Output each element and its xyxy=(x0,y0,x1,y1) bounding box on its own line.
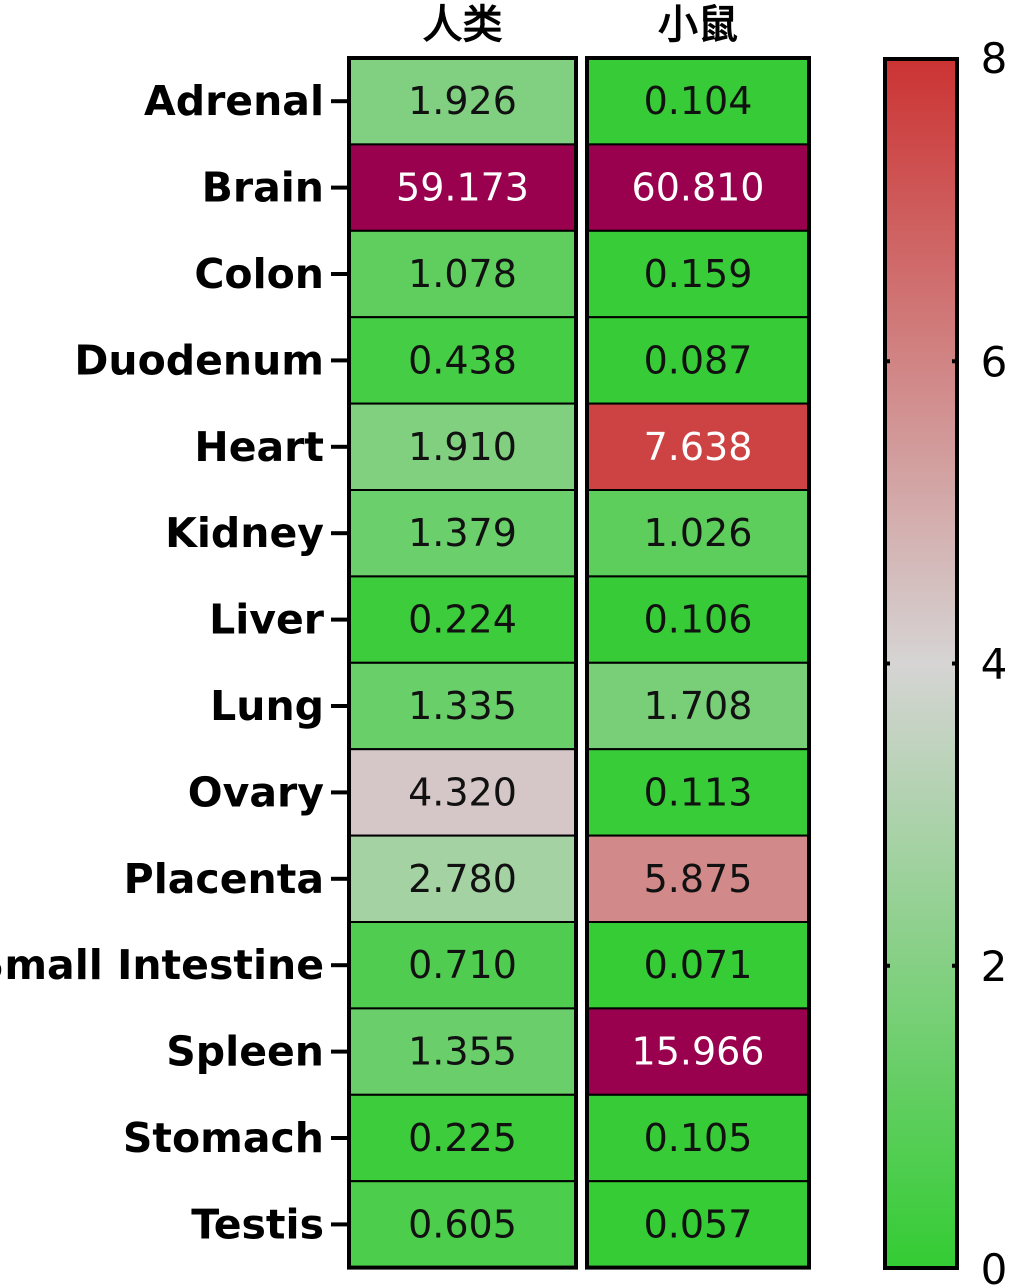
row-label: Kidney xyxy=(165,509,324,557)
row-label: Duodenum xyxy=(74,336,324,384)
cell-value: 0.438 xyxy=(408,338,517,382)
cell-value: 7.638 xyxy=(644,425,753,469)
cell-value: 0.159 xyxy=(644,252,753,296)
row-label: Colon xyxy=(194,250,324,298)
row-label: Liver xyxy=(209,596,325,644)
scale-tick-label: 2 xyxy=(981,942,1008,991)
heatmap-cell xyxy=(348,402,577,492)
heatmap-cell xyxy=(348,1180,577,1269)
cell-value: 1.910 xyxy=(408,425,517,469)
cell-value: 0.105 xyxy=(644,1116,753,1160)
cell-value: 0.071 xyxy=(644,943,753,987)
color-scale-bar: 0 2 4 6 8 xyxy=(883,34,1008,1288)
column-frame xyxy=(585,56,811,1270)
cell-value: 2.780 xyxy=(408,857,517,901)
cell-value: 1.026 xyxy=(644,511,753,555)
row-label: Ovary xyxy=(188,768,324,816)
cell-value: 59.173 xyxy=(396,166,529,210)
heatmap-cell xyxy=(348,661,577,751)
heatmap-cell xyxy=(348,489,577,578)
scale-tick-label: 4 xyxy=(981,640,1008,689)
row-label: Spleen xyxy=(166,1028,324,1076)
heatmap-cell xyxy=(586,661,810,751)
color-scale-gradient xyxy=(883,57,959,1270)
cell-value: 15.966 xyxy=(632,1030,765,1074)
cell-value: 0.087 xyxy=(644,338,753,382)
cell-value: 0.106 xyxy=(644,598,753,642)
cell-value: 0.225 xyxy=(408,1116,517,1160)
heatmap-cell xyxy=(348,1093,577,1183)
row-label: Stomach xyxy=(123,1114,324,1162)
heatmap-cell xyxy=(586,316,810,405)
row-label: Lung xyxy=(210,682,324,730)
column-label: 小鼠 xyxy=(658,2,738,48)
heatmap-cell xyxy=(348,316,577,405)
scale-tick-label: 8 xyxy=(981,34,1008,83)
column-labels: 人类 小鼠 xyxy=(423,2,739,48)
row-labels: Adrenal Brain Colon Duodenum Heart Kidney Live… xyxy=(0,77,347,1248)
cell-value: 1.708 xyxy=(644,684,753,728)
column-frame xyxy=(347,56,578,1270)
cell-value: 60.810 xyxy=(632,166,765,210)
column-label: 人类 xyxy=(423,2,503,48)
cell-value: 0.104 xyxy=(644,79,753,123)
heatmap-cell xyxy=(586,1007,810,1096)
cell-value: 0.113 xyxy=(644,770,753,814)
cell-value: 0.605 xyxy=(408,1202,517,1246)
row-label: Testis xyxy=(191,1200,324,1248)
heatmap-cell xyxy=(586,921,810,1010)
cell-value: 0.057 xyxy=(644,1202,753,1246)
cell-value: 1.355 xyxy=(408,1030,517,1074)
heatmap-cell xyxy=(348,921,577,1010)
heatmap-cell xyxy=(348,143,577,232)
cell-value: 5.875 xyxy=(644,857,753,901)
cell-value: 1.335 xyxy=(408,684,517,728)
row-label: Adrenal xyxy=(144,77,324,125)
cell-value: 0.224 xyxy=(408,598,517,642)
cell-value: 1.379 xyxy=(408,511,517,555)
row-label: Heart xyxy=(194,423,324,471)
cell-value: 0.710 xyxy=(408,943,517,987)
scale-tick-label: 6 xyxy=(981,337,1008,386)
row-label: Small Intestine xyxy=(0,941,324,989)
scale-tick-label: 0 xyxy=(981,1245,1008,1288)
cell-value: 1.078 xyxy=(408,252,517,296)
cell-value: 4.320 xyxy=(408,770,517,814)
cell-value: 1.926 xyxy=(408,79,517,123)
heatmap-cell xyxy=(586,1180,810,1269)
heatmap-cells: 1.926 0.104 59.173 60.810 1.078 0.159 0.438 0.0… xyxy=(348,57,810,1269)
heatmap-frames xyxy=(347,56,811,1270)
row-label: Brain xyxy=(202,164,324,212)
heatmap-cell xyxy=(586,1093,810,1183)
row-label: Placenta xyxy=(124,855,324,903)
